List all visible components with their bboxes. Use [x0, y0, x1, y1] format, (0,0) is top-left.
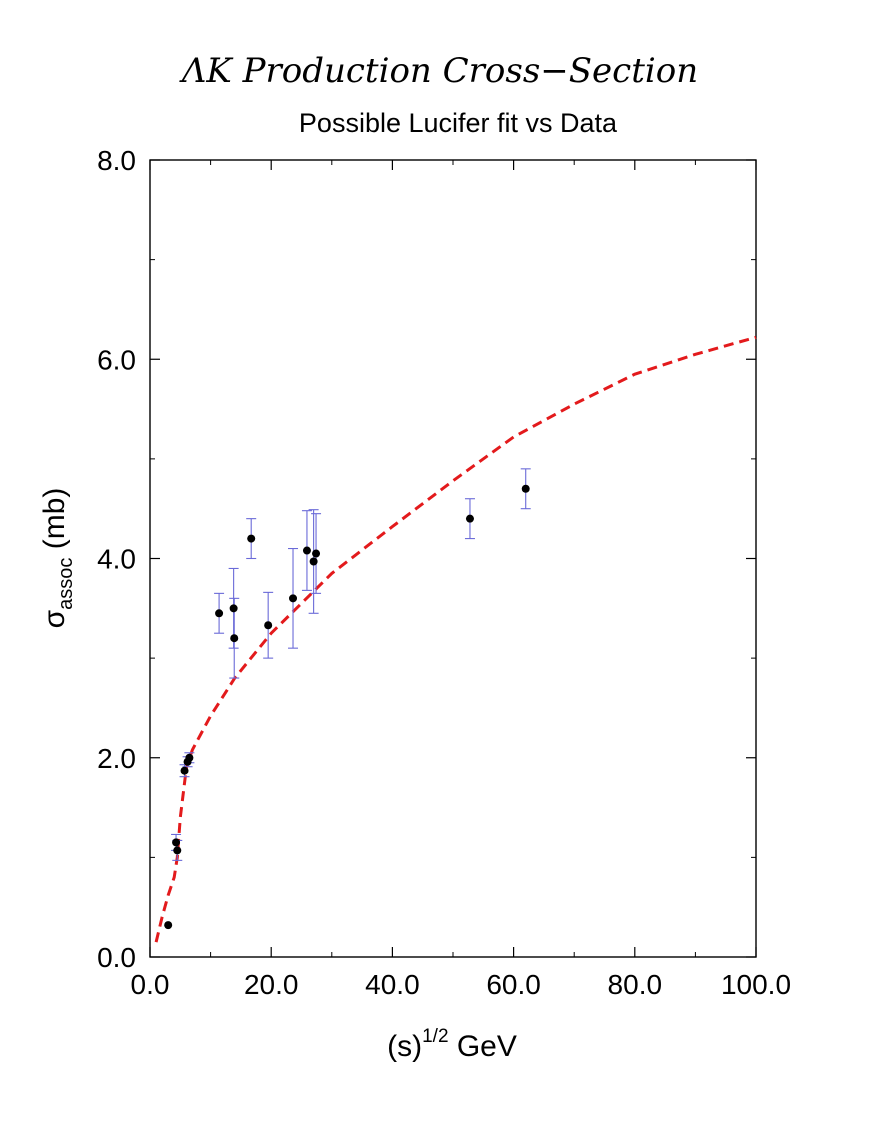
errorbar-layer: [171, 468, 531, 861]
data-point: [521, 484, 530, 493]
chart-subtitle: Possible Lucifer fit vs Data: [299, 108, 618, 138]
x-axis-label-unit: GeV: [449, 1030, 517, 1063]
data-point: [172, 838, 181, 847]
x-axis-label-main: (s): [387, 1030, 422, 1063]
x-tick-label: 100.0: [721, 969, 791, 1000]
fit-curve: [154, 335, 757, 943]
data-point: [164, 921, 173, 930]
x-tick-label: 20.0: [244, 969, 299, 1000]
data-point: [173, 846, 182, 855]
data-point: [247, 534, 256, 543]
fit-curve-layer: [154, 335, 757, 943]
y-axis-label-unit: (mb): [38, 488, 71, 558]
data-point: [312, 549, 321, 558]
y-tick-label: 4.0: [97, 544, 136, 575]
x-tick-label: 0.0: [131, 969, 170, 1000]
y-axis: 0.0 2.0 4.0 6.0 8.0: [97, 145, 756, 973]
data-point: [229, 604, 238, 613]
data-point: [289, 594, 298, 603]
data-point: [215, 609, 224, 618]
data-point: [302, 546, 311, 555]
data-point: [309, 557, 318, 566]
y-tick-label: 2.0: [97, 743, 136, 774]
x-tick-label: 60.0: [486, 969, 541, 1000]
y-tick-label: 6.0: [97, 344, 136, 375]
y-axis-label-subscript: assoc: [55, 558, 77, 610]
x-tick-label: 40.0: [365, 969, 420, 1000]
data-points-layer: [164, 484, 530, 930]
data-point: [185, 753, 194, 762]
x-axis: 0.0 20.0 40.0 60.0 80.0 100.0: [131, 160, 791, 1000]
chart-title: ΛK Production Cross−Section: [179, 51, 698, 91]
data-point: [264, 621, 273, 630]
data-point: [230, 634, 239, 643]
data-point: [180, 766, 189, 775]
x-axis-label: (s)1/2 GeV: [387, 1026, 517, 1063]
plot-frame: [149, 159, 757, 958]
x-axis-label-superscript: 1/2: [422, 1026, 448, 1047]
y-axis-label-symbol: σ: [38, 609, 71, 628]
y-tick-label: 8.0: [97, 145, 136, 176]
x-tick-label: 80.0: [608, 969, 663, 1000]
y-axis-label: σassoc (mb): [38, 488, 77, 629]
y-tick-label: 0.0: [97, 942, 136, 973]
data-point: [465, 514, 474, 523]
